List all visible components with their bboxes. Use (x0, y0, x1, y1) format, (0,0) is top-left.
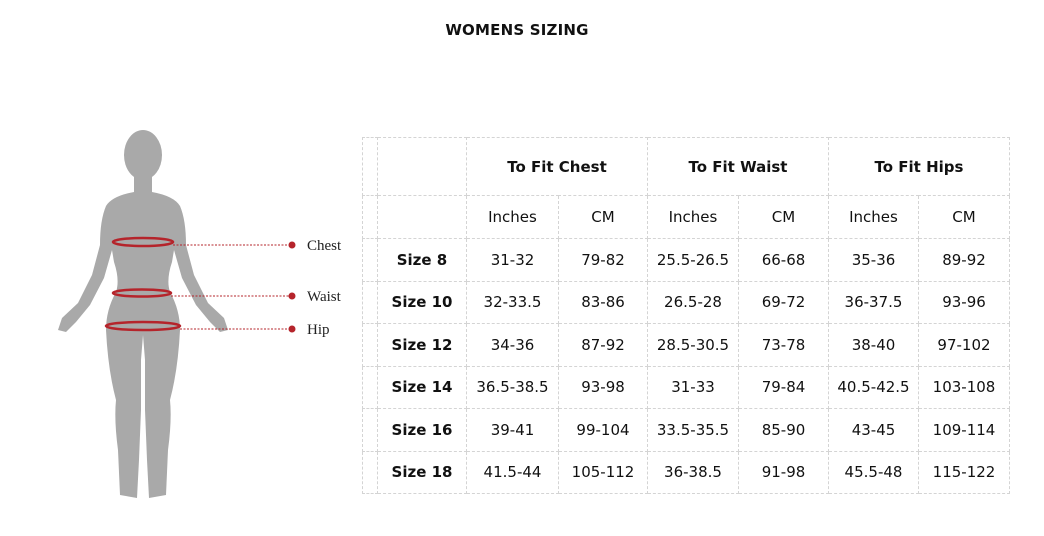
size-chart-table: To Fit Chest To Fit Waist To Fit Hips In… (362, 137, 1010, 494)
waist-marker (288, 292, 296, 300)
measurement-cell: 32-33.5 (466, 280, 559, 324)
group-hips: To Fit Hips (828, 137, 1010, 196)
unit-header: CM (918, 195, 1010, 239)
size-label: Size 14 (377, 365, 467, 409)
measurement-cell: 83-86 (558, 280, 648, 324)
chest-label: Chest (307, 238, 342, 254)
unit-header-row: Inches CM Inches CM Inches CM (362, 195, 1010, 239)
hip-ring (104, 320, 182, 332)
measurement-cell: 31-33 (647, 365, 739, 409)
measurement-cell: 40.5-42.5 (828, 365, 919, 409)
measurement-cell: 87-92 (558, 323, 648, 367)
body-measurement-figure: Chest Waist Hip (58, 130, 342, 498)
table-row: Size 10 32-33.5 83-86 26.5-28 69-72 36-37.5 93… (362, 280, 1010, 324)
measurement-cell: 38-40 (828, 323, 919, 367)
measurement-cell: 73-78 (738, 323, 829, 367)
measurement-cell: 31-32 (466, 238, 559, 282)
measurement-cell: 45.5-48 (828, 450, 919, 494)
page-title: WOMENS SIZING (445, 21, 589, 39)
measurement-cell: 66-68 (738, 238, 829, 282)
measurement-cell: 85-90 (738, 408, 829, 452)
measurement-cell: 79-84 (738, 365, 829, 409)
unit-header: CM (558, 195, 648, 239)
measurement-cell: 79-82 (558, 238, 648, 282)
unit-header: Inches (466, 195, 559, 239)
measurement-cell: 93-98 (558, 365, 648, 409)
size-label: Size 8 (377, 238, 467, 282)
measurement-cell: 105-112 (558, 450, 648, 494)
measurement-cell: 43-45 (828, 408, 919, 452)
measurement-cell: 103-108 (918, 365, 1010, 409)
chest-marker (288, 241, 296, 249)
measurement-cell: 33.5-35.5 (647, 408, 739, 452)
table-row: Size 12 34-36 87-92 28.5-30.5 73-78 38-40 97-1… (362, 323, 1010, 367)
group-header-row: To Fit Chest To Fit Waist To Fit Hips (362, 137, 1010, 196)
unit-header: CM (738, 195, 829, 239)
measurement-cell: 91-98 (738, 450, 829, 494)
measurement-cell: 93-96 (918, 280, 1010, 324)
measurement-cell: 34-36 (466, 323, 559, 367)
silhouette (58, 130, 228, 498)
measurement-cell: 89-92 (918, 238, 1010, 282)
measurement-cell: 109-114 (918, 408, 1010, 452)
measurement-cell: 28.5-30.5 (647, 323, 739, 367)
measurement-cell: 69-72 (738, 280, 829, 324)
table-row: Size 8 31-32 79-82 25.5-26.5 66-68 35-36 89-92 (362, 238, 1010, 282)
measurement-cell: 97-102 (918, 323, 1010, 367)
unit-header: Inches (647, 195, 739, 239)
chest-ring (111, 236, 175, 248)
table-row: Size 18 41.5-44 105-112 36-38.5 91-98 45.5-48… (362, 450, 1010, 494)
measurement-cell: 26.5-28 (647, 280, 739, 324)
measurement-cell: 115-122 (918, 450, 1010, 494)
group-waist: To Fit Waist (647, 137, 829, 196)
measurement-cell: 41.5-44 (466, 450, 559, 494)
size-label: Size 12 (377, 323, 467, 367)
measurement-cell: 36.5-38.5 (466, 365, 559, 409)
group-chest: To Fit Chest (466, 137, 648, 196)
table-row: Size 16 39-41 99-104 33.5-35.5 85-90 43-45 109… (362, 408, 1010, 452)
measurement-cell: 35-36 (828, 238, 919, 282)
size-label: Size 16 (377, 408, 467, 452)
measurement-cell: 36-37.5 (828, 280, 919, 324)
unit-header: Inches (828, 195, 919, 239)
table-row: Size 14 36.5-38.5 93-98 31-33 79-84 40.5-42.5… (362, 365, 1010, 409)
measurement-cell: 25.5-26.5 (647, 238, 739, 282)
measurement-cell: 99-104 (558, 408, 648, 452)
hip-marker (288, 325, 296, 333)
hip-label: Hip (307, 322, 330, 338)
size-label: Size 10 (377, 280, 467, 324)
size-label: Size 18 (377, 450, 467, 494)
measurement-cell: 36-38.5 (647, 450, 739, 494)
measurement-cell: 39-41 (466, 408, 559, 452)
waist-ring (111, 288, 173, 298)
waist-label: Waist (307, 289, 342, 305)
